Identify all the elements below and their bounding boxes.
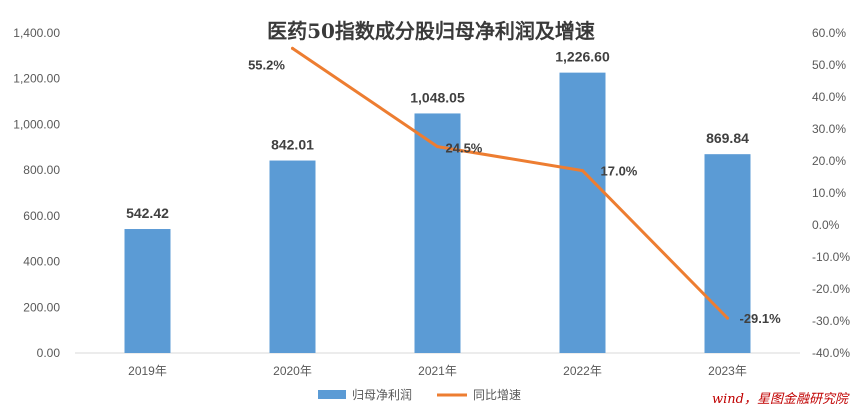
- y-left-tick-label: 1,000.00: [13, 117, 60, 131]
- source-note: wind，星图金融研究院: [712, 391, 850, 407]
- legend-bar-label: 归母净利润: [352, 388, 412, 402]
- legend: 归母净利润 同比增速: [318, 388, 521, 402]
- y-left-tick-label: 800.00: [23, 163, 60, 177]
- bar: [414, 113, 461, 354]
- line-point: [581, 169, 584, 173]
- bar-value-label: 1,048.05: [410, 89, 465, 105]
- axes: 0.00 200.00 400.00 600.00 800.00 1,000.00 1,20…: [13, 26, 850, 378]
- x-tick-label: 2022年: [563, 364, 602, 378]
- line-value-label: -29.1%: [740, 311, 782, 326]
- y-right-tick-label: 0.0%: [812, 218, 840, 232]
- line-value-label: 55.2%: [248, 57, 285, 72]
- bar: [269, 160, 316, 353]
- line-value-label: 17.0%: [601, 164, 638, 179]
- data-labels: 542.42 842.01 1,048.05 1,226.60 869.84 55.2% 2…: [126, 49, 781, 326]
- y-left-tick-label: 400.00: [23, 255, 60, 269]
- y-right-tick-label: 40.0%: [812, 90, 846, 104]
- y-right-tick-label: 10.0%: [812, 186, 846, 200]
- line-point: [291, 46, 294, 50]
- x-tick-label: 2019年: [128, 364, 167, 378]
- y-left-tick-label: 0.00: [37, 346, 61, 360]
- y-right-tick-label: 30.0%: [812, 122, 846, 136]
- line-point: [726, 316, 729, 320]
- legend-line-label: 同比增速: [473, 388, 521, 402]
- y-right-tick-label: -20.0%: [812, 282, 850, 296]
- line-value-label: 24.5%: [446, 141, 483, 156]
- y-left-tick-label: 1,400.00: [13, 26, 60, 40]
- y-right-tick-label: 50.0%: [812, 58, 846, 72]
- bar: [704, 154, 751, 353]
- x-tick-label: 2021年: [418, 364, 457, 378]
- bar-value-label: 869.84: [706, 130, 749, 146]
- y-left-tick-label: 1,200.00: [13, 72, 60, 86]
- y-right-tick-label: -30.0%: [812, 314, 850, 328]
- y-left-tick-label: 600.00: [23, 209, 60, 223]
- chart-title: 医药50指数成分股归母净利润及增速: [267, 19, 595, 43]
- x-tick-label: 2020年: [273, 364, 312, 378]
- bar-value-label: 542.42: [126, 205, 169, 221]
- x-tick-label: 2023年: [708, 364, 747, 378]
- legend-bar-swatch: [318, 390, 346, 399]
- y-right-tick-label: -10.0%: [812, 250, 850, 264]
- growth-line: [291, 46, 729, 320]
- y-right-tick-label: 20.0%: [812, 154, 846, 168]
- bar-value-label: 1,226.60: [555, 49, 610, 65]
- bar: [124, 229, 171, 353]
- line-series: [291, 46, 729, 320]
- y-right-tick-label: 60.0%: [812, 26, 846, 40]
- y-left-tick-label: 200.00: [23, 300, 60, 314]
- bar: [559, 72, 606, 354]
- line-point: [436, 145, 439, 149]
- bar-series: [124, 72, 751, 354]
- bar-value-label: 842.01: [271, 137, 314, 153]
- y-right-tick-label: -40.0%: [812, 346, 850, 360]
